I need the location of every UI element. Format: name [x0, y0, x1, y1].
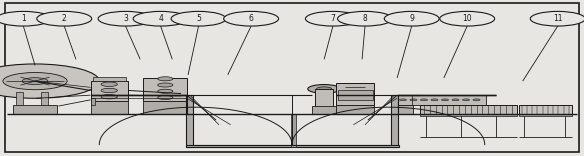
Circle shape	[224, 11, 279, 26]
Text: 8: 8	[363, 14, 367, 23]
Circle shape	[0, 64, 99, 98]
Bar	[336, 105, 374, 114]
Circle shape	[384, 11, 439, 26]
Text: 3: 3	[123, 14, 128, 23]
Bar	[398, 105, 413, 114]
Bar	[186, 145, 399, 147]
Text: 6: 6	[249, 14, 253, 23]
Circle shape	[3, 73, 67, 90]
Bar	[398, 95, 486, 105]
Circle shape	[37, 11, 92, 26]
Circle shape	[308, 85, 340, 93]
Circle shape	[0, 11, 51, 26]
Bar	[91, 98, 95, 105]
Bar	[338, 90, 373, 100]
Circle shape	[98, 11, 153, 26]
Circle shape	[440, 11, 495, 26]
Circle shape	[171, 11, 226, 26]
Bar	[291, 114, 296, 147]
Text: 4: 4	[158, 14, 163, 23]
Bar	[91, 101, 128, 114]
Circle shape	[338, 11, 392, 26]
Text: 9: 9	[409, 14, 414, 23]
Bar	[41, 92, 48, 105]
Bar	[186, 95, 193, 147]
Text: 5: 5	[196, 14, 201, 23]
Circle shape	[463, 99, 470, 101]
Bar	[143, 101, 187, 114]
Text: 7: 7	[331, 14, 335, 23]
Bar	[315, 89, 333, 114]
Circle shape	[158, 89, 173, 93]
Bar	[336, 83, 374, 105]
Bar	[420, 105, 517, 114]
Bar	[519, 105, 572, 114]
Circle shape	[442, 99, 449, 101]
Text: 2: 2	[62, 14, 67, 23]
Circle shape	[158, 77, 173, 81]
Bar	[13, 105, 57, 114]
Text: 1: 1	[21, 14, 26, 23]
Bar	[420, 114, 517, 116]
Circle shape	[473, 99, 480, 101]
Circle shape	[410, 99, 417, 101]
Bar	[391, 95, 398, 147]
Bar	[93, 77, 126, 81]
Bar	[16, 92, 23, 105]
Circle shape	[431, 99, 438, 101]
Text: 11: 11	[553, 14, 562, 23]
Circle shape	[133, 11, 188, 26]
Circle shape	[317, 87, 332, 91]
Bar	[143, 78, 187, 101]
Circle shape	[101, 88, 117, 93]
Circle shape	[420, 99, 427, 101]
Circle shape	[305, 11, 360, 26]
Text: 10: 10	[463, 14, 472, 23]
Bar	[519, 114, 572, 116]
Circle shape	[452, 99, 459, 101]
Circle shape	[101, 95, 117, 99]
Circle shape	[530, 11, 584, 26]
Circle shape	[101, 82, 117, 86]
Circle shape	[158, 83, 173, 87]
Circle shape	[158, 95, 173, 100]
Bar	[91, 81, 128, 101]
Bar	[312, 106, 336, 114]
Circle shape	[399, 99, 406, 101]
Circle shape	[22, 78, 48, 85]
